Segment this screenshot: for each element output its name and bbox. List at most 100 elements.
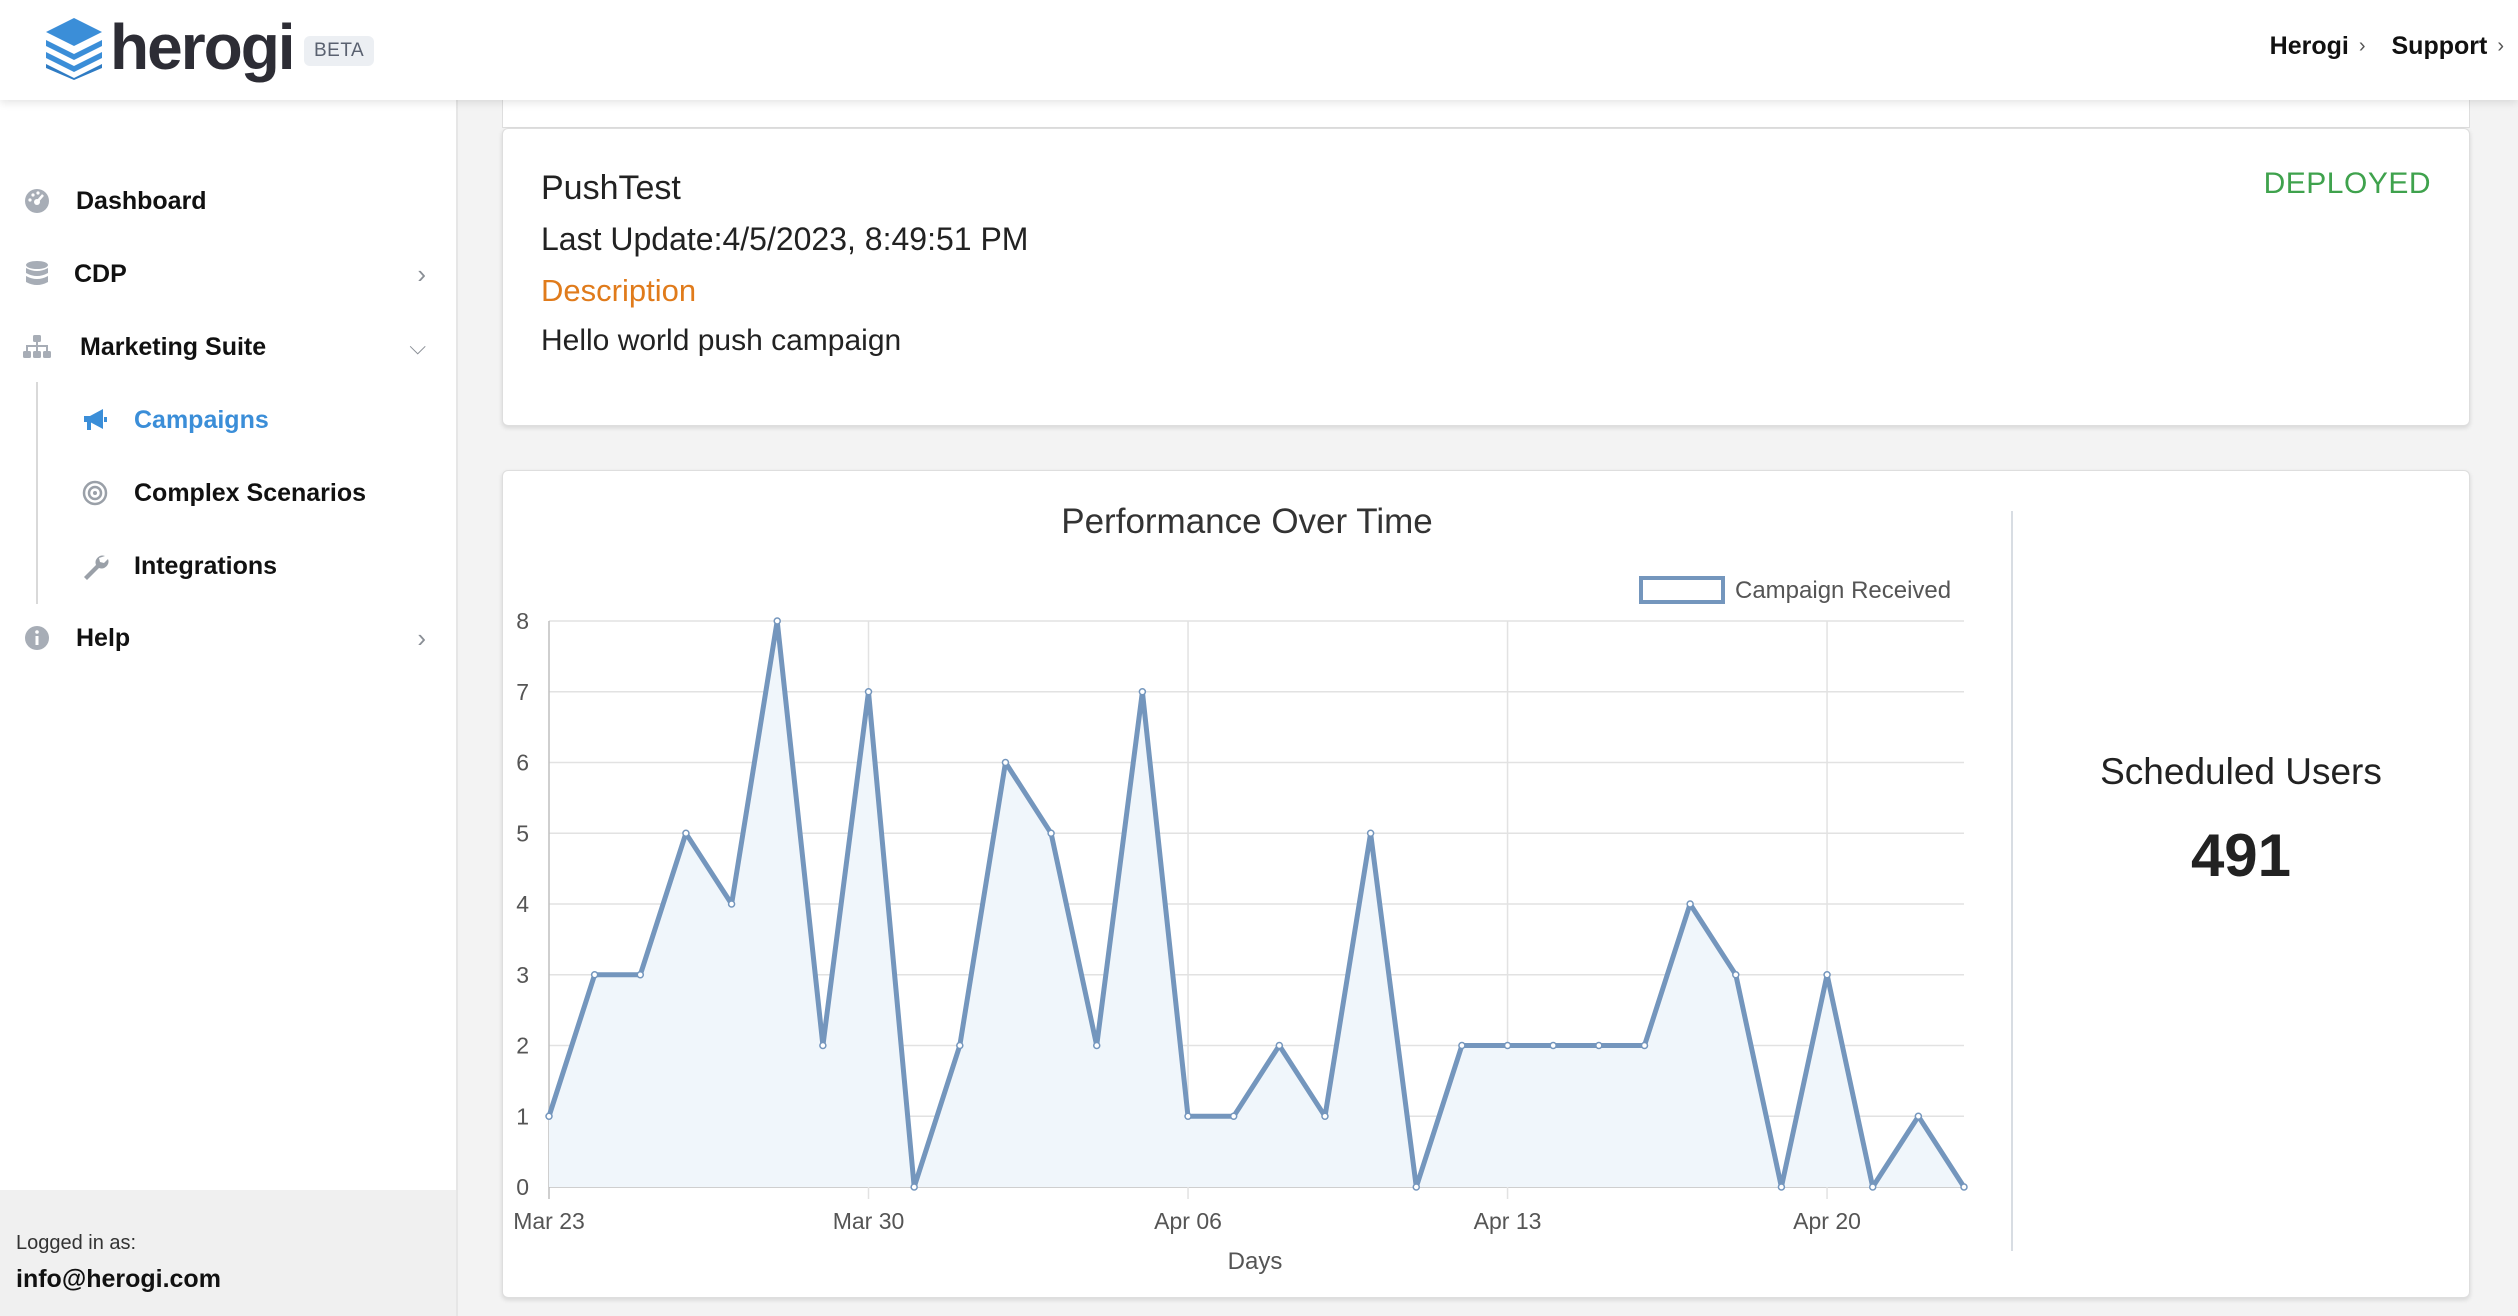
wrench-icon <box>80 551 110 581</box>
data-point[interactable] <box>1138 688 1147 696</box>
beta-badge: BETA <box>304 36 375 66</box>
chevron-down-icon: ⌵ <box>409 334 426 359</box>
data-point[interactable] <box>1777 1183 1786 1191</box>
y-tick-label: 6 <box>516 750 529 776</box>
data-point[interactable] <box>682 829 690 837</box>
data-point[interactable] <box>1047 829 1055 837</box>
y-tick-label: 7 <box>516 679 529 705</box>
brand-logo[interactable]: herogi <box>42 11 296 83</box>
legend-swatch <box>1639 576 1725 604</box>
x-tick-label: Apr 20 <box>1793 1208 1861 1234</box>
data-point[interactable] <box>1503 1041 1512 1050</box>
data-point[interactable] <box>1275 1041 1284 1050</box>
y-tick-label: 3 <box>516 962 529 988</box>
x-tick-label: Apr 06 <box>1154 1208 1222 1234</box>
scheduled-users-label: Scheduled Users <box>2100 751 2382 792</box>
nav-herogi-menu[interactable]: Herogi › <box>2270 32 2366 61</box>
chart-title: Performance Over Time <box>1061 502 1433 541</box>
sidebar-subitem-label: Campaigns <box>134 405 269 434</box>
target-icon <box>80 478 110 508</box>
data-point[interactable] <box>1914 1112 1923 1120</box>
data-point[interactable] <box>1412 1183 1421 1191</box>
y-tick-label: 8 <box>516 608 529 634</box>
top-header: herogi BETA Herogi › Support › <box>0 0 2518 100</box>
data-point[interactable] <box>1458 1041 1466 1050</box>
data-point[interactable] <box>819 1041 827 1050</box>
data-point[interactable] <box>864 688 873 696</box>
data-point[interactable] <box>1092 1041 1101 1050</box>
data-point[interactable] <box>1001 758 1010 767</box>
data-point[interactable] <box>1595 1041 1603 1050</box>
status-badge: DEPLOYED <box>2263 167 2431 200</box>
y-tick-label: 2 <box>516 1033 529 1059</box>
database-icon <box>22 259 52 289</box>
data-point[interactable] <box>773 617 781 625</box>
sitemap-icon <box>22 332 52 362</box>
sidebar-item-label: Help <box>76 623 131 652</box>
scheduled-users-panel: Scheduled Users 491 <box>2013 751 2469 890</box>
y-tick-label: 1 <box>516 1103 529 1129</box>
chart-legend[interactable]: Campaign Received <box>1639 576 1951 604</box>
data-point[interactable] <box>1732 971 1740 979</box>
nav-support-menu[interactable]: Support › <box>2392 32 2505 61</box>
data-point[interactable] <box>1868 1183 1877 1191</box>
chevron-right-icon: › <box>2358 35 2366 57</box>
data-point[interactable] <box>1686 900 1694 908</box>
chevron-right-icon: › <box>417 622 426 653</box>
top-nav: Herogi › Support › <box>2270 32 2504 61</box>
data-point[interactable] <box>1321 1112 1329 1120</box>
data-point[interactable] <box>636 971 645 979</box>
sidebar-item-help[interactable]: Help › <box>0 608 456 668</box>
x-tick-label: Apr 13 <box>1474 1208 1542 1234</box>
sidebar-subitem-integrations[interactable]: Integrations <box>0 536 456 596</box>
submenu-guide-line <box>36 382 38 604</box>
data-point[interactable] <box>1549 1041 1557 1050</box>
campaign-name: PushTest <box>541 169 681 207</box>
y-tick-label: 0 <box>516 1174 529 1200</box>
campaign-info-card: PushTest Last Update:4/5/2023, 8:49:51 P… <box>502 128 2470 426</box>
brand-name: herogi <box>110 11 296 83</box>
logo-stack-icon <box>46 18 102 80</box>
data-point[interactable] <box>1184 1112 1192 1120</box>
sidebar-subitem-campaigns[interactable]: Campaigns <box>0 390 456 450</box>
previous-card-edge <box>502 100 2470 128</box>
sidebar-item-label: CDP <box>74 259 127 288</box>
x-axis-label: Days <box>1228 1248 1283 1275</box>
nav-support-label: Support <box>2391 32 2488 60</box>
sidebar-item-label: Marketing Suite <box>80 332 267 361</box>
x-tick-label: Mar 30 <box>833 1208 905 1234</box>
scheduled-users-count: 491 <box>2190 822 2292 889</box>
y-tick-label: 4 <box>516 891 529 917</box>
data-point[interactable] <box>910 1183 918 1191</box>
sidebar: Dashboard CDP › Marketing Suite ⌵ Campai… <box>0 100 458 1316</box>
performance-card: Performance Over Time Campaign Received … <box>502 470 2470 1298</box>
data-point[interactable] <box>545 1112 553 1120</box>
data-point[interactable] <box>727 900 736 908</box>
sidebar-subitem-label: Complex Scenarios <box>134 478 367 507</box>
campaign-last-update: Last Update:4/5/2023, 8:49:51 PM <box>541 221 1029 257</box>
legend-label: Campaign Received <box>1735 577 1951 604</box>
sidebar-item-marketing-suite[interactable]: Marketing Suite ⌵ <box>0 317 456 377</box>
sidebar-item-cdp[interactable]: CDP › <box>0 244 456 304</box>
sidebar-item-label: Dashboard <box>76 186 207 215</box>
data-point[interactable] <box>1823 971 1831 979</box>
sidebar-footer: Logged in as: info@herogi.com <box>0 1190 456 1316</box>
chevron-right-icon: › <box>2497 35 2504 57</box>
description-label: Description <box>541 273 697 308</box>
data-point[interactable] <box>1960 1183 1968 1191</box>
y-tick-label: 5 <box>516 820 529 846</box>
data-point[interactable] <box>1229 1112 1238 1120</box>
data-point[interactable] <box>1366 829 1375 837</box>
logged-in-label: Logged in as: <box>16 1232 137 1254</box>
campaign-description: Hello world push campaign <box>541 324 902 357</box>
chevron-right-icon: › <box>417 258 426 289</box>
data-point[interactable] <box>590 971 599 979</box>
sidebar-subitem-label: Integrations <box>134 551 278 580</box>
dashboard-gauge-icon <box>22 186 52 216</box>
series-line <box>546 618 1967 1190</box>
sidebar-item-dashboard[interactable]: Dashboard <box>0 171 456 231</box>
data-point[interactable] <box>956 1041 964 1050</box>
data-point[interactable] <box>1640 1041 1649 1050</box>
sidebar-subitem-complex-scenarios[interactable]: Complex Scenarios <box>0 463 456 523</box>
performance-chart: Performance Over Time Campaign Received … <box>513 502 1968 1275</box>
